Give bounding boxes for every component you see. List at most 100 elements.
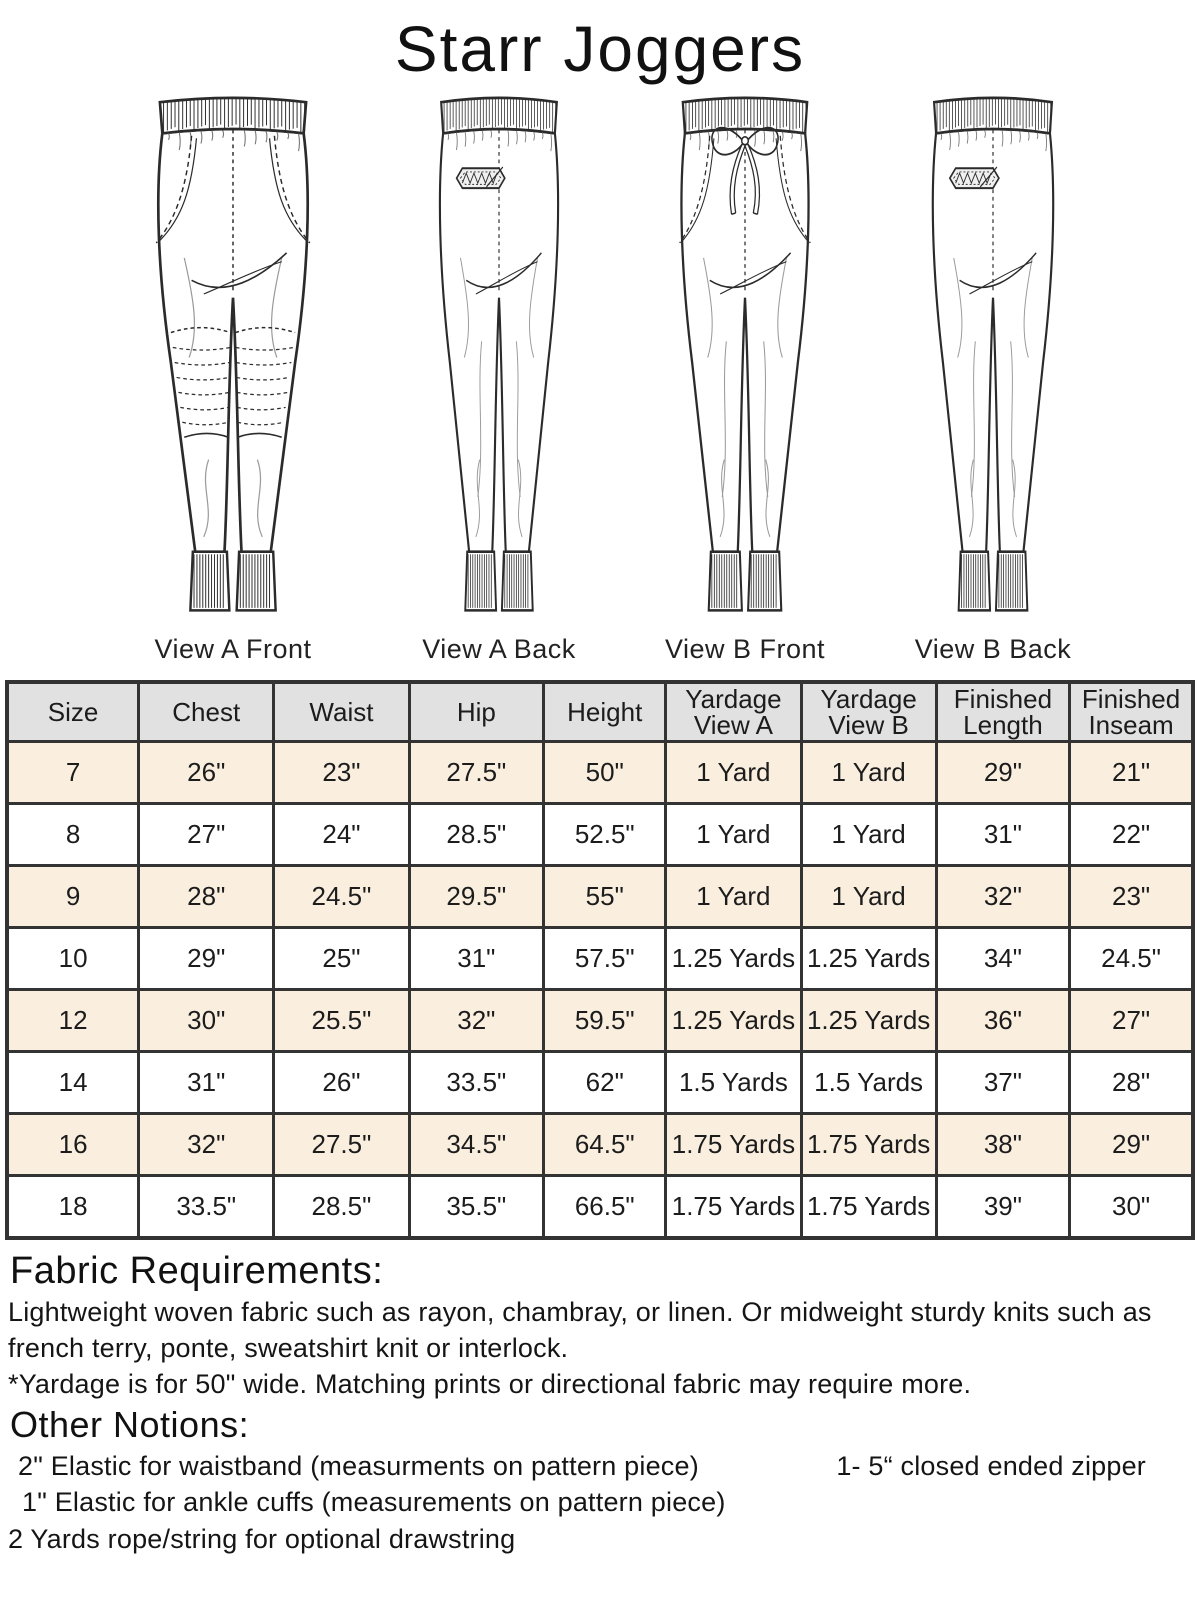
cell-finished-inseam: 28" (1068, 1050, 1195, 1116)
cell-hip: 28.5" (407, 802, 546, 868)
size-chart-table: Size Chest Waist Hip Height Yardage View … (5, 680, 1195, 1241)
col-header-finished-length: Finished Length (934, 680, 1072, 744)
cell-finished-length: 37" (934, 1050, 1072, 1116)
cell-hip: 29.5" (407, 864, 546, 930)
size-row-10: 10 29" 25" 31" 57.5" 1.25 Yards 1.25 Yar… (5, 926, 1195, 992)
cell-size: 9 (5, 864, 141, 930)
cell-height: 62" (542, 1050, 668, 1116)
cell-waist: 25" (272, 926, 411, 992)
col-header-hip: Hip (407, 680, 546, 744)
cell-finished-length: 29" (934, 740, 1072, 806)
cell-finished-length: 31" (934, 802, 1072, 868)
cell-hip: 31" (407, 926, 546, 992)
cell-chest: 27" (137, 802, 276, 868)
cell-yardage-a: 1.75 Yards (664, 1112, 803, 1178)
other-notions-heading: Other Notions: (10, 1403, 250, 1445)
cell-size: 8 (5, 802, 141, 868)
page-title: Starr Joggers (394, 13, 806, 85)
fabric-requirements-heading: Fabric Requirements: (10, 1250, 384, 1293)
view-b-back-illustration (885, 86, 1101, 634)
cell-chest: 28" (137, 864, 276, 930)
view-b-front-illustration (631, 86, 859, 634)
yardage-note: *Yardage is for 50" wide. Matching print… (8, 1368, 972, 1399)
cell-hip: 32" (407, 988, 546, 1054)
size-row-14: 14 31" 26" 33.5" 62" 1.5 Yards 1.5 Yards… (5, 1050, 1195, 1116)
col-header-finished-inseam: Finished Inseam (1068, 680, 1195, 744)
cell-finished-inseam: 30" (1068, 1174, 1195, 1240)
other-notions-section: Other Notions: 2" Elastic for waistband … (0, 1404, 1200, 1558)
cell-finished-inseam: 23" (1068, 864, 1195, 930)
cell-waist: 24.5" (272, 864, 411, 930)
zipper-item: 1- 5“ closed ended zipper (836, 1450, 1146, 1481)
cell-finished-inseam: 29" (1068, 1112, 1195, 1178)
technical-drawings: View A Front View A Back View B Front Vi… (0, 86, 1200, 668)
cell-yardage-b: 1 Yard (799, 802, 938, 868)
size-row-9: 9 28" 24.5" 29.5" 55" 1 Yard 1 Yard 32" … (5, 864, 1195, 930)
view-a-back-figure: View A Back (393, 86, 605, 665)
waistband-elastic-item: 2" Elastic for waistband (measurments on… (18, 1450, 699, 1481)
size-row-12: 12 30" 25.5" 32" 59.5" 1.25 Yards 1.25 Y… (5, 988, 1195, 1054)
fabric-requirements-section: Fabric Requirements: Lightweight woven f… (0, 1250, 1200, 1401)
view-b-front-figure: View B Front (631, 86, 859, 665)
col-header-size: Size (5, 680, 141, 744)
view-a-front-figure: View A Front (99, 86, 367, 665)
header-row: Size Chest Waist Hip Height Yardage View … (5, 680, 1195, 744)
cell-height: 50" (542, 740, 668, 806)
cell-size: 7 (5, 740, 141, 806)
ankle-elastic-item: 1" Elastic for ankle cuffs (measurements… (22, 1487, 726, 1518)
cell-size: 18 (5, 1174, 141, 1240)
cell-finished-length: 38" (934, 1112, 1072, 1178)
cell-hip: 35.5" (407, 1174, 546, 1240)
cell-yardage-a: 1.5 Yards (664, 1050, 803, 1116)
notion-row-waistband: 2" Elastic for waistband (measurments on… (8, 1448, 1192, 1485)
cell-waist: 28.5" (272, 1174, 411, 1240)
col-header-yardage-view-a: Yardage View A (664, 680, 803, 744)
cell-finished-inseam: 24.5" (1068, 926, 1195, 992)
cell-size: 16 (5, 1112, 141, 1178)
view-a-back-label: View A Back (422, 634, 576, 665)
size-chart-body: 7 26" 23" 27.5" 50" 1 Yard 1 Yard 29" 21… (5, 740, 1195, 1240)
view-a-front-label: View A Front (154, 634, 312, 665)
cell-finished-inseam: 21" (1068, 740, 1195, 806)
col-header-chest: Chest (137, 680, 276, 744)
view-b-back-label: View B Back (914, 634, 1072, 665)
view-a-front-illustration (99, 86, 367, 634)
cell-yardage-a: 1 Yard (664, 740, 803, 806)
cell-yardage-a: 1.75 Yards (664, 1174, 803, 1240)
drawstring-item: 2 Yards rope/string for optional drawstr… (8, 1524, 516, 1555)
cell-size: 12 (5, 988, 141, 1054)
cell-chest: 26" (137, 740, 276, 806)
cell-hip: 34.5" (407, 1112, 546, 1178)
cell-yardage-a: 1.25 Yards (664, 926, 803, 992)
cell-waist: 24" (272, 802, 411, 868)
cell-yardage-b: 1.25 Yards (799, 926, 938, 992)
col-header-waist: Waist (272, 680, 411, 744)
view-b-back-figure: View B Back (885, 86, 1101, 665)
cell-finished-length: 36" (934, 988, 1072, 1054)
cell-yardage-b: 1 Yard (799, 864, 938, 930)
cell-height: 66.5" (542, 1174, 668, 1240)
cell-yardage-b: 1.5 Yards (799, 1050, 938, 1116)
size-chart-header: Size Chest Waist Hip Height Yardage View … (5, 680, 1195, 744)
cell-yardage-b: 1.25 Yards (799, 988, 938, 1054)
size-row-7: 7 26" 23" 27.5" 50" 1 Yard 1 Yard 29" 21… (5, 740, 1195, 806)
cell-yardage-b: 1.75 Yards (799, 1174, 938, 1240)
cell-chest: 33.5" (137, 1174, 276, 1240)
cell-height: 57.5" (542, 926, 668, 992)
col-header-height: Height (542, 680, 668, 744)
size-row-18: 18 33.5" 28.5" 35.5" 66.5" 1.75 Yards 1.… (5, 1174, 1195, 1240)
cell-hip: 33.5" (407, 1050, 546, 1116)
cell-yardage-a: 1 Yard (664, 864, 803, 930)
view-b-front-label: View B Front (664, 634, 826, 665)
cell-height: 52.5" (542, 802, 668, 868)
cell-height: 64.5" (542, 1112, 668, 1178)
cell-finished-inseam: 27" (1068, 988, 1195, 1054)
cell-size: 10 (5, 926, 141, 992)
cell-waist: 23" (272, 740, 411, 806)
cell-size: 14 (5, 1050, 141, 1116)
cell-finished-length: 34" (934, 926, 1072, 992)
col-header-yardage-view-b: Yardage View B (799, 680, 938, 744)
cell-yardage-b: 1 Yard (799, 740, 938, 806)
cell-chest: 32" (137, 1112, 276, 1178)
cell-yardage-a: 1 Yard (664, 802, 803, 868)
